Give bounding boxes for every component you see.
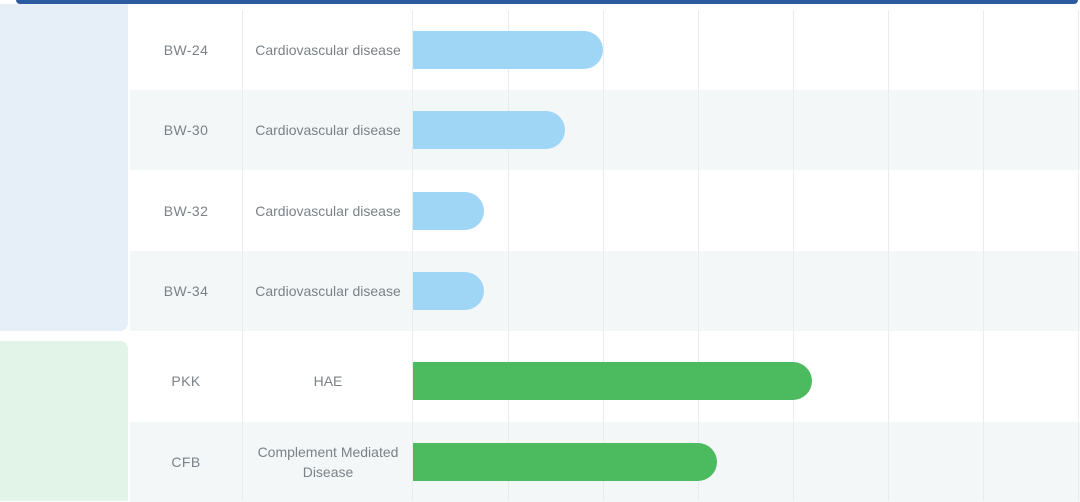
bar-bw-24 xyxy=(413,31,603,69)
bar-cfb xyxy=(413,443,717,481)
grid-line xyxy=(508,10,509,501)
grid-line xyxy=(603,10,604,501)
grid-line xyxy=(698,10,699,501)
cardiovascular-group-band xyxy=(0,4,128,331)
program-name: CFB xyxy=(171,454,201,470)
indication-label: HAE xyxy=(313,373,343,389)
table-row: CFB Complement Mediated Disease xyxy=(130,422,1080,502)
grid-line xyxy=(793,10,794,501)
indication-label: Cardiovascular disease xyxy=(255,122,401,138)
program-name: BW-30 xyxy=(163,122,209,138)
bar-pkk xyxy=(413,362,812,400)
program-name: BW-24 xyxy=(163,42,209,58)
indication-label: Cardiovascular disease xyxy=(255,283,401,299)
program-name: BW-34 xyxy=(163,283,209,299)
pipeline-chart: BW-24 Cardiovascular disease BW-30 Cardiova… xyxy=(130,10,1080,502)
bar-bw-32 xyxy=(413,192,485,230)
table-row: BW-32 Cardiovascular disease xyxy=(130,171,1080,251)
bar-bw-30 xyxy=(413,111,565,149)
table-row: PKK HAE xyxy=(130,341,1080,421)
header-accent-bar xyxy=(16,0,1078,4)
grid-line xyxy=(1078,10,1079,501)
bar-bw-34 xyxy=(413,272,485,310)
indication-label: Complement Mediated Disease xyxy=(257,444,399,480)
table-row: BW-34 Cardiovascular disease xyxy=(130,251,1080,331)
column-divider xyxy=(412,10,413,501)
program-name: BW-32 xyxy=(163,203,209,219)
indication-label: Cardiovascular disease xyxy=(255,42,401,58)
table-row: BW-24 Cardiovascular disease xyxy=(130,10,1080,90)
grid-line xyxy=(888,10,889,501)
grid-line xyxy=(983,10,984,501)
indication-label: Cardiovascular disease xyxy=(255,203,401,219)
column-divider xyxy=(242,10,243,501)
complement-group-band xyxy=(0,341,128,501)
table-row: BW-30 Cardiovascular disease xyxy=(130,90,1080,170)
program-name: PKK xyxy=(171,373,201,389)
